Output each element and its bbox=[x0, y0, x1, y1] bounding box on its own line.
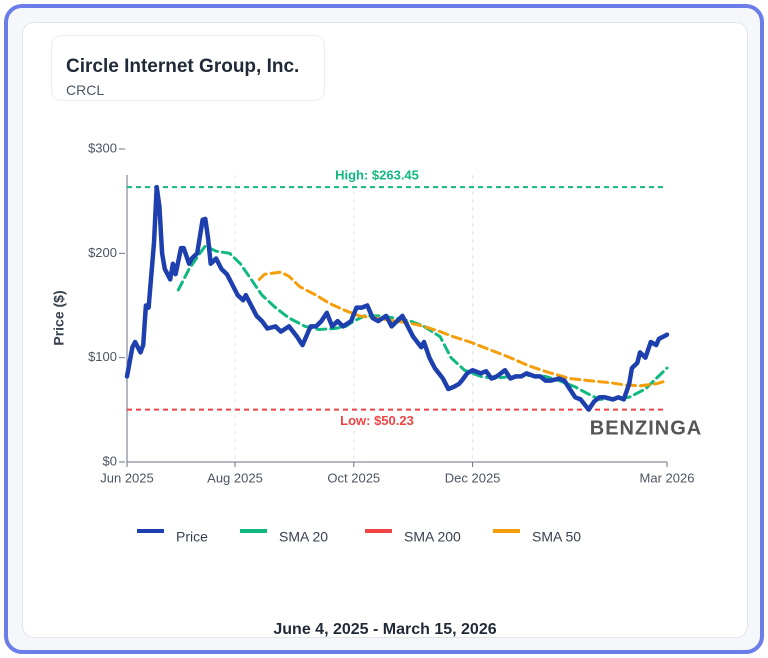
series-line bbox=[257, 270, 669, 388]
x-tick-label: Oct 2025 bbox=[327, 470, 380, 485]
y-axis-label: Price ($) bbox=[51, 290, 67, 345]
series-line bbox=[124, 184, 670, 412]
date-range: June 4, 2025 - March 15, 2026 bbox=[273, 621, 497, 638]
y-tick-label: $300 bbox=[88, 140, 117, 155]
ticker: CRCL bbox=[66, 82, 105, 98]
x-tick-label: Mar 2026 bbox=[640, 470, 695, 485]
x-tick-label: Aug 2025 bbox=[207, 470, 263, 485]
series-line bbox=[176, 244, 669, 401]
y-tick-label: $200 bbox=[88, 245, 117, 260]
watermark: BENZINGA bbox=[590, 417, 702, 439]
company-name: Circle Internet Group, Inc. bbox=[66, 56, 300, 77]
y-tick-label: $0 bbox=[103, 453, 117, 468]
legend-label: SMA 20 bbox=[279, 529, 328, 545]
reference-label: Low: $50.23 bbox=[340, 413, 414, 428]
reference-label: High: $263.45 bbox=[335, 168, 419, 183]
legend-label: Price bbox=[176, 529, 208, 545]
title-box: Circle Internet Group, Inc. CRCL bbox=[51, 35, 325, 101]
y-tick-label: $100 bbox=[88, 349, 117, 364]
x-tick-label: Dec 2025 bbox=[445, 470, 501, 485]
legend-label: SMA 200 bbox=[404, 529, 461, 545]
legend-label: SMA 50 bbox=[532, 529, 581, 545]
frame: Circle Internet Group, Inc. CRCL June 4,… bbox=[4, 4, 764, 654]
x-tick-label: Jun 2025 bbox=[100, 470, 154, 485]
card: Circle Internet Group, Inc. CRCL June 4,… bbox=[22, 22, 748, 638]
